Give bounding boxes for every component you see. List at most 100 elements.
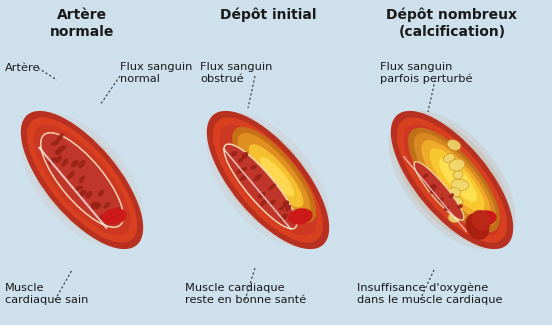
Ellipse shape <box>448 214 460 223</box>
Ellipse shape <box>403 126 501 234</box>
Ellipse shape <box>260 157 294 197</box>
Ellipse shape <box>395 118 509 242</box>
Ellipse shape <box>222 129 314 231</box>
Ellipse shape <box>57 145 66 152</box>
Ellipse shape <box>33 124 131 235</box>
Ellipse shape <box>457 204 463 209</box>
Ellipse shape <box>443 154 455 162</box>
Ellipse shape <box>36 129 128 231</box>
Ellipse shape <box>449 187 461 197</box>
Ellipse shape <box>471 210 491 231</box>
Text: Artère
normale: Artère normale <box>50 8 114 39</box>
Ellipse shape <box>79 176 85 183</box>
Text: Flux sanguin
parfois perturbé: Flux sanguin parfois perturbé <box>380 62 473 84</box>
Ellipse shape <box>102 208 126 225</box>
Ellipse shape <box>268 184 276 191</box>
Ellipse shape <box>78 160 86 168</box>
Ellipse shape <box>112 207 121 215</box>
Ellipse shape <box>225 145 296 228</box>
Ellipse shape <box>429 148 485 212</box>
Ellipse shape <box>27 117 137 243</box>
Ellipse shape <box>415 162 463 219</box>
Ellipse shape <box>21 111 143 249</box>
Ellipse shape <box>280 214 288 220</box>
Ellipse shape <box>67 171 75 179</box>
Ellipse shape <box>285 205 291 212</box>
Ellipse shape <box>389 111 516 250</box>
Ellipse shape <box>261 199 267 206</box>
Text: Flux sanguin
obstrué: Flux sanguin obstrué <box>200 62 272 84</box>
Ellipse shape <box>206 112 330 248</box>
Ellipse shape <box>219 124 317 235</box>
Ellipse shape <box>444 206 449 211</box>
Ellipse shape <box>256 174 262 178</box>
Ellipse shape <box>95 203 101 209</box>
Ellipse shape <box>438 197 444 202</box>
Ellipse shape <box>242 152 248 159</box>
Ellipse shape <box>249 144 304 207</box>
Ellipse shape <box>430 189 434 194</box>
Ellipse shape <box>283 200 289 207</box>
Ellipse shape <box>61 158 68 167</box>
Text: Flux sanguin
normal: Flux sanguin normal <box>120 62 193 84</box>
Ellipse shape <box>414 133 496 227</box>
Ellipse shape <box>91 202 97 208</box>
Ellipse shape <box>56 133 63 142</box>
Ellipse shape <box>391 111 513 249</box>
Ellipse shape <box>421 140 491 220</box>
Ellipse shape <box>48 157 57 164</box>
Ellipse shape <box>241 167 247 172</box>
Ellipse shape <box>104 202 110 209</box>
Ellipse shape <box>242 174 247 181</box>
Ellipse shape <box>397 117 507 243</box>
Ellipse shape <box>279 205 286 210</box>
Ellipse shape <box>453 171 463 179</box>
Ellipse shape <box>71 160 79 167</box>
Ellipse shape <box>258 192 266 198</box>
Ellipse shape <box>73 186 83 191</box>
Ellipse shape <box>465 213 489 240</box>
Text: Insuffisance d'oxygène
dans le muscle cardiaque: Insuffisance d'oxygène dans le muscle ca… <box>357 283 502 305</box>
Text: Muscle
cardiaque sain: Muscle cardiaque sain <box>5 283 88 305</box>
Ellipse shape <box>79 190 86 197</box>
Ellipse shape <box>41 136 123 224</box>
Text: Dépôt nombreux
(calcification): Dépôt nombreux (calcification) <box>386 8 518 39</box>
Ellipse shape <box>20 112 144 248</box>
Text: Dépôt initial: Dépôt initial <box>220 8 316 22</box>
Ellipse shape <box>288 208 312 225</box>
Text: Artère: Artère <box>5 63 40 73</box>
Ellipse shape <box>98 190 104 197</box>
Ellipse shape <box>449 193 454 198</box>
Ellipse shape <box>439 158 477 202</box>
Ellipse shape <box>253 175 261 181</box>
Ellipse shape <box>269 200 276 205</box>
Ellipse shape <box>451 179 469 190</box>
Ellipse shape <box>86 191 92 199</box>
Ellipse shape <box>227 136 309 224</box>
Ellipse shape <box>232 127 316 223</box>
Ellipse shape <box>213 117 323 243</box>
Ellipse shape <box>430 184 435 188</box>
Ellipse shape <box>408 128 500 232</box>
Ellipse shape <box>472 210 497 227</box>
Ellipse shape <box>404 124 501 235</box>
Ellipse shape <box>449 159 465 171</box>
Ellipse shape <box>423 174 428 178</box>
Ellipse shape <box>214 121 322 239</box>
Ellipse shape <box>238 157 243 163</box>
Ellipse shape <box>230 151 238 156</box>
Ellipse shape <box>98 214 104 221</box>
Ellipse shape <box>207 111 329 249</box>
Ellipse shape <box>236 168 244 174</box>
Text: Muscle cardiaque
reste en bonne santé: Muscle cardiaque reste en bonne santé <box>185 283 306 305</box>
Ellipse shape <box>447 140 461 150</box>
Ellipse shape <box>432 185 437 190</box>
Ellipse shape <box>449 197 463 207</box>
Ellipse shape <box>55 155 62 163</box>
Ellipse shape <box>92 202 98 210</box>
Ellipse shape <box>42 134 123 226</box>
Ellipse shape <box>240 175 246 181</box>
Ellipse shape <box>51 140 59 146</box>
Ellipse shape <box>55 149 61 155</box>
Ellipse shape <box>238 133 311 217</box>
